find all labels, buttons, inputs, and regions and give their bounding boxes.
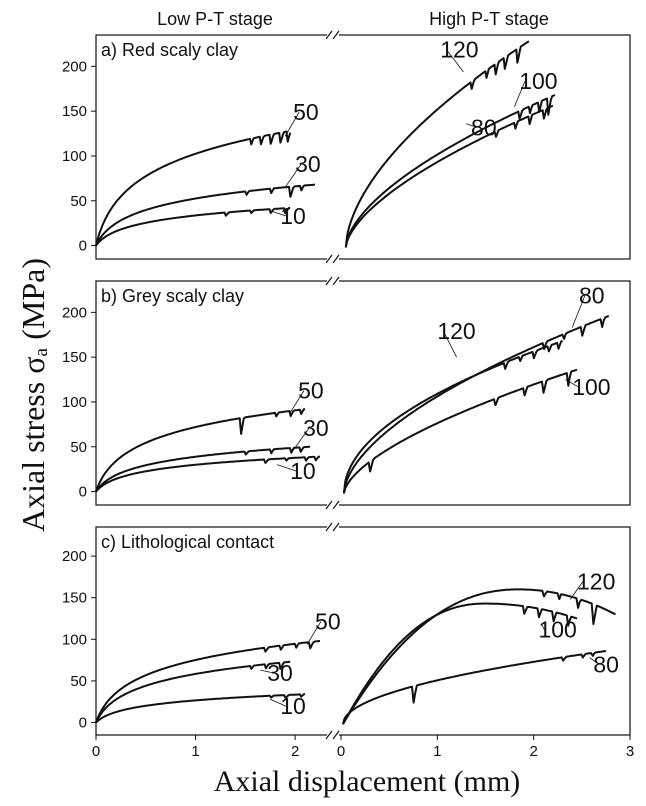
series-line-50 [95,408,306,492]
series-line-100 [344,94,556,248]
panel-a: 0 50 100 150 200 a) Red scaly clay 10 30 50 120 10… [62,30,631,264]
y-tick-label: 50 [70,673,87,690]
label-leader [571,295,586,328]
label-leader [589,657,600,665]
label-leader [565,379,579,388]
series-label-10: 10 [280,203,306,229]
series-line-120 [342,588,616,725]
x-tick-label: 3 [626,743,634,760]
series-line-50 [95,130,292,246]
axis-break-mark [325,276,340,286]
series-line-30 [95,445,311,493]
y-tick-label: 200 [62,58,87,75]
series-line-100 [342,602,578,725]
series-line-10 [95,693,306,724]
label-leader [442,331,457,358]
series-line-120 [342,340,563,494]
label-leader [260,669,274,674]
y-tick-label: 0 [79,715,87,732]
label-leader [306,621,322,645]
y-tick-label: 100 [62,394,87,411]
y-tick-label: 150 [62,590,87,607]
series-label-120: 120 [577,568,615,594]
series-label-120: 120 [440,36,478,62]
label-leader [284,111,300,137]
series-line-80 [344,104,554,248]
x-tick-label: 2 [529,743,537,760]
series-line-30 [95,183,316,247]
axis-break-mark [325,730,340,740]
y-tick-label: 150 [62,103,87,120]
series-line-120 [344,40,530,248]
y-tick-label: 150 [62,349,87,366]
series-label-120: 120 [437,318,475,344]
series-line-100 [342,368,578,494]
x-axis-label: Axial displacement (mm) [214,765,521,798]
y-tick-label: 50 [70,193,87,210]
series-label-30: 30 [295,151,321,177]
series-line-80 [341,650,607,725]
y-tick-label: 200 [62,304,87,321]
axis-break-mark [325,500,340,510]
series-label-80: 80 [593,652,619,678]
y-tick-label: 0 [79,238,87,255]
panel-title: a) Red scaly clay [101,40,238,60]
series-line-80 [342,314,610,494]
series-label-10: 10 [290,458,316,484]
stage-label-high: High P-T stage [429,9,549,29]
plot-frame [95,280,631,506]
y-axis-label: Axial stress σₐ (MPa) [15,258,51,532]
x-tick-label: 0 [92,743,100,760]
y-tick-label: 100 [62,148,87,165]
label-leader [277,464,297,472]
label-leader [569,581,584,600]
series-label-50: 50 [298,377,324,403]
label-leader [514,80,526,107]
stage-label-low: Low P-T stage [157,9,273,29]
label-leader [272,211,287,217]
x-tick-label: 1 [191,743,199,760]
y-tick-label: 0 [79,484,87,501]
series-label-100: 100 [519,68,557,94]
y-tick-label: 100 [62,631,87,648]
series-label-50: 50 [315,608,341,634]
panel-title: c) Lithological contact [101,532,274,552]
series-label-30: 30 [303,415,329,441]
axis-break-mark [325,254,340,264]
y-tick-label: 200 [62,548,87,565]
y-tick-label: 50 [70,439,87,456]
series-label-50: 50 [293,99,319,125]
label-leader [292,427,310,451]
series-label-30: 30 [267,660,293,686]
series-line-10 [95,455,321,493]
x-tick-label: 2 [291,743,299,760]
series-line-10 [95,206,291,247]
plot-frame [95,526,631,736]
label-leader [284,163,302,188]
series-label-80: 80 [471,114,497,140]
panel-b: 0 50 100 150 200 b) Grey scaly clay 10 30 50 120 8… [62,276,631,510]
x-tick-label: 1 [433,743,441,760]
plot-frame [95,34,631,260]
series-label-100: 100 [538,617,576,643]
axis-break-mark [325,30,340,40]
label-leader [289,390,305,413]
label-leader [541,624,545,630]
series-label-10: 10 [280,693,306,719]
series-label-100: 100 [572,374,610,400]
series-line-50 [95,640,321,723]
axis-break-mark [325,522,340,532]
panel-title: b) Grey scaly clay [101,286,244,306]
label-leader [270,698,287,707]
label-leader [466,123,478,128]
series-label-80: 80 [579,282,605,308]
series-line-30 [95,660,291,723]
x-tick-label: 0 [337,743,345,760]
label-leader [445,49,464,72]
